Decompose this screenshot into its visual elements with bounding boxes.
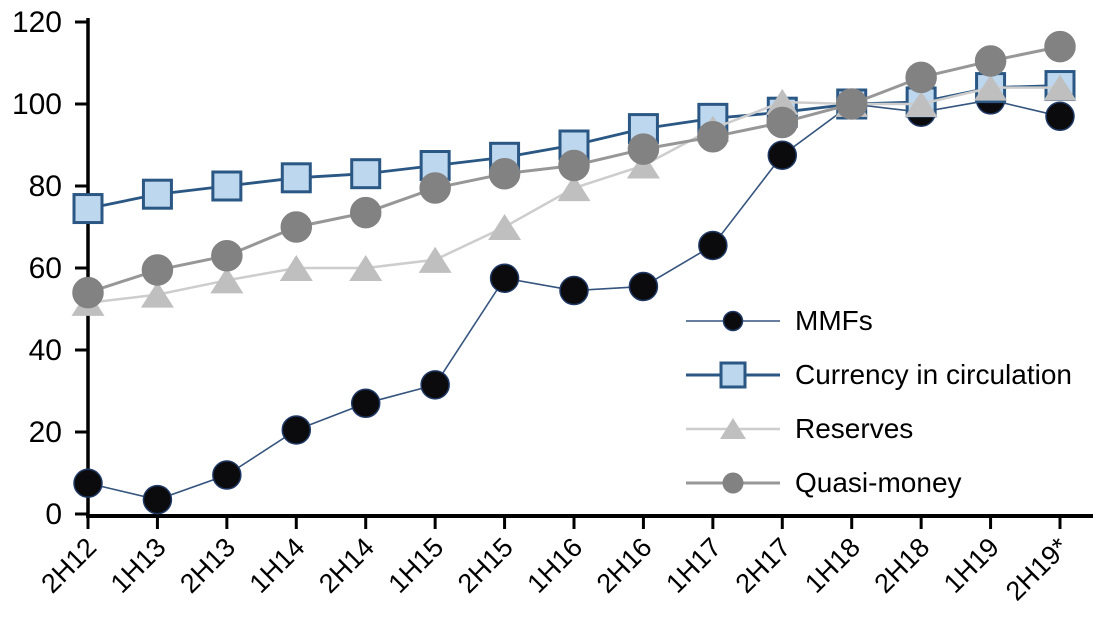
- data-point-circle: [767, 140, 798, 170]
- data-point-circle: [211, 239, 243, 272]
- legend-item-quasi-money: Quasi-money: [683, 465, 1072, 501]
- data-point-circle: [697, 121, 729, 153]
- data-point-circle: [349, 196, 382, 229]
- data-point-triangle: [974, 74, 1008, 101]
- data-point-square: [141, 178, 173, 210]
- data-point-circle: [141, 254, 174, 286]
- currency-legend-swatch: [686, 361, 780, 389]
- data-point-triangle: [349, 254, 383, 282]
- y-tick-label: 40: [29, 334, 62, 367]
- mmfs-circle-marker-icon: [722, 310, 744, 332]
- data-point-circle: [1044, 30, 1076, 63]
- data-point-circle: [281, 415, 312, 445]
- currency-square-marker-icon: [719, 361, 747, 389]
- data-point-triangle: [488, 213, 522, 241]
- x-tick-label: 2H16: [591, 532, 658, 599]
- data-point-triangle: [210, 267, 244, 294]
- data-point-circle: [72, 276, 104, 309]
- x-tick-label: 2H15: [452, 532, 519, 599]
- quasi-money-legend-swatch: [686, 472, 780, 494]
- data-point-circle: [628, 271, 659, 302]
- x-tick-label: 1H18: [799, 532, 866, 599]
- data-point-triangle: [557, 175, 591, 202]
- legend: MMFs Currency in circulation Reserves Qu…: [683, 303, 1072, 501]
- x-tick-label: 1H15: [383, 532, 450, 599]
- x-tick-label: 2H14: [313, 532, 380, 599]
- data-point-circle: [835, 88, 868, 120]
- data-point-triangle: [1043, 74, 1077, 101]
- data-point-circle: [212, 460, 242, 490]
- data-point-circle: [489, 263, 520, 293]
- data-point-circle: [558, 149, 590, 182]
- data-point-triangle: [418, 246, 452, 273]
- y-tick-label: 60: [29, 252, 62, 285]
- legend-item-mmfs: MMFs: [683, 303, 1072, 339]
- data-point-circle: [420, 370, 450, 400]
- data-point-square: [211, 170, 243, 202]
- x-tick-label: 2H12: [35, 532, 102, 599]
- data-point-circle: [766, 106, 799, 139]
- x-tick-label: 1H17: [660, 532, 727, 599]
- reserves-triangle-marker-icon: [720, 418, 746, 439]
- data-point-circle: [350, 388, 381, 419]
- data-point-circle: [974, 45, 1007, 77]
- data-point-circle: [698, 230, 728, 261]
- legend-label-quasi-money: Quasi-money: [795, 467, 962, 498]
- legend-label-mmfs: MMFs: [795, 305, 873, 336]
- data-point-triangle: [279, 254, 313, 282]
- x-tick-label: 2H17: [730, 532, 797, 599]
- data-point-triangle: [765, 88, 799, 115]
- data-point-circle: [280, 211, 313, 243]
- data-point-circle: [419, 172, 451, 204]
- x-tick-label: 2H19*: [1000, 532, 1075, 607]
- x-tick-label: 1H13: [105, 532, 172, 599]
- x-tick-label: 2H18: [869, 532, 936, 599]
- y-tick-label: 0: [45, 498, 62, 531]
- data-point-triangle: [904, 90, 938, 118]
- data-point-circle: [627, 133, 660, 165]
- quasi-money-circle-marker-icon: [722, 472, 744, 494]
- data-point-circle: [905, 61, 937, 94]
- legend-item-reserves: Reserves: [683, 411, 1072, 447]
- mmfs-legend-swatch: [686, 310, 780, 332]
- y-tick-label: 100: [12, 88, 62, 121]
- legend-item-currency: Currency in circulation: [683, 357, 1072, 393]
- y-tick-label: 20: [29, 416, 62, 449]
- data-point-square: [280, 162, 312, 194]
- data-point-circle: [559, 275, 589, 306]
- y-tick-label: 80: [29, 170, 62, 203]
- data-point-circle: [142, 484, 173, 515]
- x-tick-label: 1H19: [938, 532, 1005, 599]
- data-point-triangle: [626, 152, 660, 179]
- y-tick-label: 120: [12, 6, 62, 39]
- x-tick-label: 1H14: [244, 532, 311, 599]
- x-tick-label: 2H13: [174, 532, 241, 599]
- x-tick-label: 1H16: [521, 532, 588, 599]
- data-point-circle: [488, 157, 521, 190]
- legend-label-reserves: Reserves: [795, 413, 914, 444]
- data-point-square: [350, 158, 382, 190]
- data-point-square: [72, 193, 104, 225]
- data-point-circle: [73, 468, 103, 498]
- data-point-triangle: [140, 281, 174, 308]
- legend-label-currency: Currency in circulation: [795, 359, 1072, 390]
- data-point-circle: [1045, 101, 1075, 132]
- reserves-legend-swatch: [686, 418, 780, 439]
